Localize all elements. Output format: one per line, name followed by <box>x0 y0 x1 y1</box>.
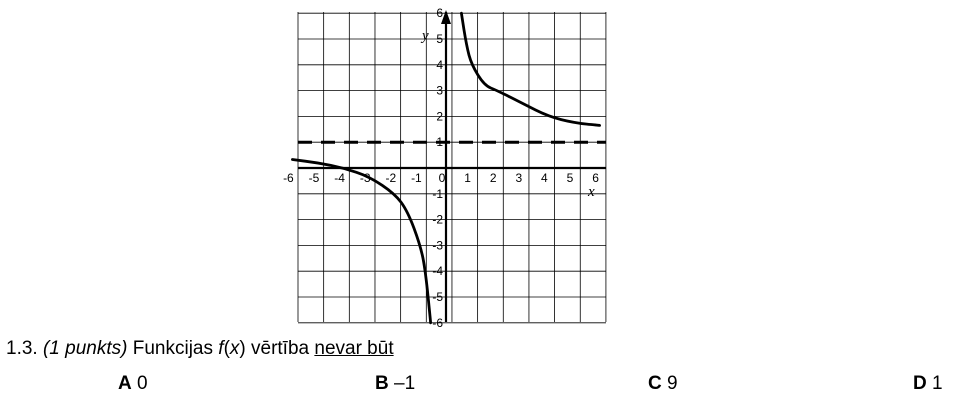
option-a-value: 0 <box>137 373 148 394</box>
tick-labels: -6 -5 -4 -3 -2 -1 0 1 2 3 4 5 6 -6 -5 -4 -3 -2 -1 1 2 3 4 5 6 <box>283 6 599 330</box>
y-tick-label: -3 <box>432 238 443 252</box>
function-argument: x <box>229 338 240 359</box>
y-tick-label: -2 <box>432 213 443 227</box>
question-emphasis: nevar būt <box>314 338 394 359</box>
y-axis-label: y <box>420 28 429 44</box>
option-b[interactable]: B –1 <box>375 373 415 395</box>
option-d-letter: D <box>913 373 927 394</box>
question-number: 1.3. <box>6 338 38 359</box>
x-tick-label: -2 <box>385 171 396 185</box>
y-tick-label: -4 <box>432 264 443 278</box>
x-tick-label: 5 <box>567 171 574 185</box>
curve-branch-1 <box>291 158 433 325</box>
option-c-value: 9 <box>667 373 678 394</box>
x-tick-label: -1 <box>411 171 422 185</box>
x-tick-label: 1 <box>464 171 471 185</box>
option-d[interactable]: D 1 <box>913 373 943 395</box>
y-tick-label: 3 <box>436 84 443 98</box>
y-axis-arrow <box>441 10 451 24</box>
x-tick-label: -3 <box>360 171 371 185</box>
x-tick-label: 2 <box>490 171 497 185</box>
y-tick-label: -1 <box>432 187 443 201</box>
x-tick-label: 4 <box>541 171 548 185</box>
option-a[interactable]: A 0 <box>118 373 148 395</box>
y-tick-label: -5 <box>432 290 443 304</box>
question-points: (1 punkts) <box>42 338 128 359</box>
x-tick-label: 6 <box>592 171 599 185</box>
x-tick-label: 0 <box>439 171 446 185</box>
x-tick-label: -5 <box>309 171 320 185</box>
y-tick-label: 5 <box>436 32 443 46</box>
option-c[interactable]: C 9 <box>648 373 678 395</box>
curve-branch-2 <box>460 11 601 127</box>
x-tick-label: 3 <box>515 171 522 185</box>
y-tick-label: 6 <box>436 6 443 20</box>
option-a-letter: A <box>118 373 132 394</box>
option-d-value: 1 <box>932 373 943 394</box>
function-name: f <box>218 338 224 359</box>
y-tick-label: -6 <box>432 316 443 330</box>
axes <box>298 10 606 322</box>
curves <box>291 11 601 325</box>
question-text: 1.3. (1 punkts) Funkcijas f(x) vērtība n… <box>6 338 394 360</box>
y-tick-label: 1 <box>436 135 443 149</box>
x-tick-label: -6 <box>283 171 294 185</box>
question-text-after: vērtība <box>251 338 310 359</box>
option-b-letter: B <box>375 373 389 394</box>
option-b-value: –1 <box>394 373 416 394</box>
y-tick-label: 4 <box>436 58 443 72</box>
question-text-before: Funkcijas <box>132 338 213 359</box>
y-tick-label: 2 <box>436 109 443 123</box>
option-c-letter: C <box>648 373 662 394</box>
function-paren-open: ( <box>223 338 230 359</box>
function-paren-close: ) <box>239 338 246 359</box>
x-axis-label: x <box>587 184 595 200</box>
x-tick-label: -4 <box>334 171 345 185</box>
